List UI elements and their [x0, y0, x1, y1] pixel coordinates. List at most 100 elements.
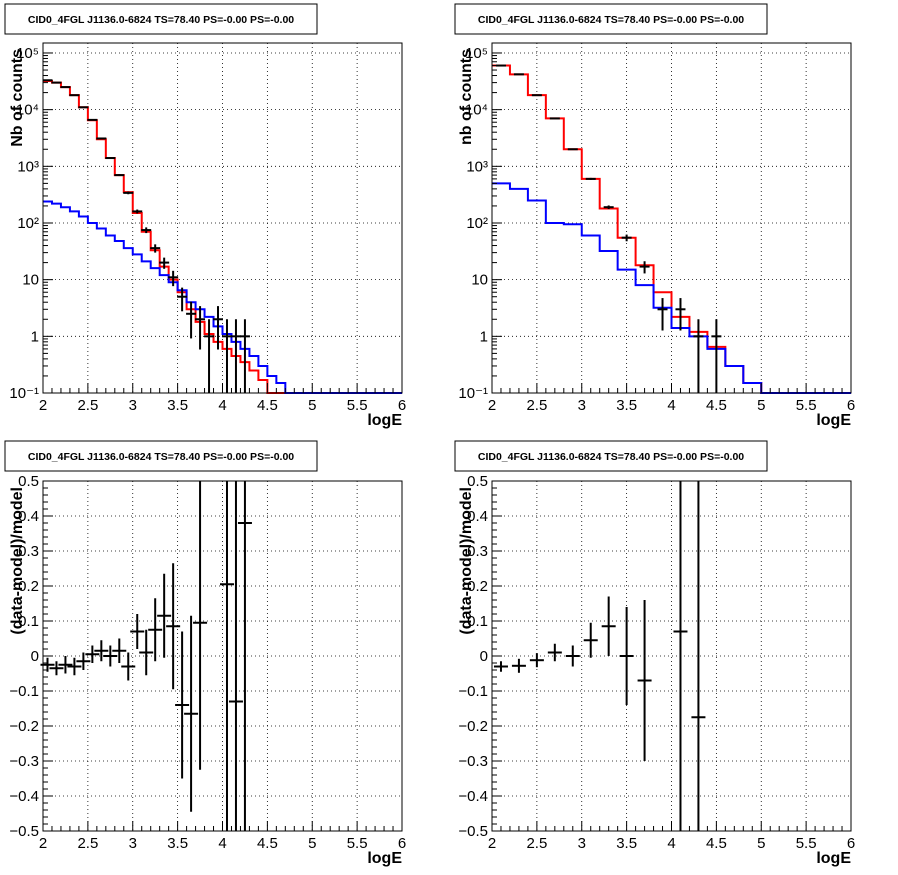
- data-point: [150, 244, 161, 253]
- data-point: [601, 596, 616, 656]
- y-tick-label: 0.2: [467, 578, 488, 595]
- chart-title: CID0_4FGL J1136.0-6824 TS=78.40 PS=-0.00…: [28, 451, 294, 463]
- data-point: [228, 481, 243, 831]
- data-point: [213, 306, 224, 350]
- y-tick-label: 10²: [17, 215, 39, 232]
- x-tick-label: 5.5: [347, 397, 368, 414]
- x-tick-label: 5: [757, 835, 765, 852]
- plot-area: [492, 481, 851, 831]
- x-tick-label: 6: [847, 397, 855, 414]
- y-tick-label: 0: [31, 648, 39, 665]
- x-tick-label: 4.5: [706, 835, 727, 852]
- x-tick-label: 6: [847, 835, 855, 852]
- data-point: [673, 481, 688, 831]
- x-axis-label: logE: [816, 412, 851, 429]
- data-point: [239, 319, 250, 393]
- data-point: [67, 657, 82, 676]
- data-point: [693, 319, 704, 393]
- y-tick-label: 0.4: [467, 508, 488, 525]
- data-point: [493, 661, 508, 672]
- y-tick-label: 0.4: [18, 508, 39, 525]
- x-tick-label: 5.5: [796, 397, 817, 414]
- data-point: [141, 227, 152, 234]
- x-tick-label: 4: [218, 835, 226, 852]
- y-tick-label: 10⁻¹: [9, 385, 39, 402]
- x-tick-label: 3.5: [167, 835, 188, 852]
- y-axis-label: (data-model)/model: [9, 487, 26, 635]
- chart-title: CID0_4FGL J1136.0-6824 TS=78.40 PS=-0.00…: [478, 14, 744, 26]
- y-tick-label: 0.3: [467, 543, 488, 560]
- y-tick-label: 10³: [466, 158, 488, 175]
- data-point: [637, 600, 652, 761]
- data-point: [603, 205, 614, 210]
- data-point: [87, 118, 98, 121]
- plot-area: [43, 481, 402, 831]
- y-tick-label: 0.1: [467, 613, 488, 630]
- y-tick-label: 10³: [17, 158, 39, 175]
- data-point: [529, 653, 544, 668]
- data-point: [230, 319, 241, 393]
- data-point: [76, 652, 91, 670]
- x-tick-label: 5.5: [347, 835, 368, 852]
- chart-title: CID0_4FGL J1136.0-6824 TS=78.40 PS=-0.00…: [28, 14, 294, 26]
- x-tick-label: 2: [488, 835, 496, 852]
- y-tick-label: −0.4: [9, 788, 39, 805]
- data-point: [675, 298, 686, 331]
- x-tick-label: 5: [308, 397, 316, 414]
- data-point: [547, 643, 562, 662]
- data-point: [177, 287, 188, 312]
- x-tick-label: 4.5: [257, 397, 278, 414]
- y-tick-label: 0.3: [18, 543, 39, 560]
- x-tick-label: 5: [757, 397, 765, 414]
- x-tick-label: 4.5: [257, 835, 278, 852]
- y-tick-label: 10: [22, 272, 39, 289]
- y-tick-label: 10⁻¹: [458, 385, 488, 402]
- x-tick-label: 2: [39, 835, 47, 852]
- x-tick-label: 3: [578, 397, 586, 414]
- y-tick-label: 0: [480, 648, 488, 665]
- x-tick-label: 4: [667, 397, 675, 414]
- data-point: [166, 563, 181, 690]
- x-tick-label: 3: [129, 397, 137, 414]
- y-tick-label: 1: [31, 328, 39, 345]
- x-tick-label: 5.5: [796, 835, 817, 852]
- data-point: [159, 257, 170, 269]
- data-point: [619, 607, 634, 705]
- y-tick-label: 10⁵: [16, 45, 39, 62]
- data-point: [123, 191, 134, 195]
- data-point: [511, 658, 526, 673]
- data-point: [157, 573, 172, 658]
- y-tick-label: 10⁴: [16, 102, 39, 119]
- x-tick-label: 2.5: [77, 835, 98, 852]
- data-point: [585, 177, 596, 180]
- plot-area: [492, 43, 851, 393]
- x-tick-label: 3.5: [167, 397, 188, 414]
- x-tick-label: 3.5: [616, 835, 637, 852]
- y-tick-label: 10²: [466, 215, 488, 232]
- data-point: [105, 157, 116, 160]
- title-box: [4, 440, 318, 472]
- y-tick-label: 0.5: [467, 473, 488, 490]
- data-point: [711, 319, 722, 393]
- chart-title: CID0_4FGL J1136.0-6824 TS=78.40 PS=-0.00…: [478, 451, 744, 463]
- data-point: [112, 638, 127, 663]
- y-tick-label: −0.3: [9, 753, 39, 770]
- data-point: [639, 261, 650, 274]
- x-tick-label: 2: [39, 397, 47, 414]
- data-point: [168, 270, 179, 287]
- y-axis-label: Nb of counts: [9, 49, 26, 147]
- y-tick-label: −0.5: [458, 823, 488, 840]
- y-axis-label: nb of counts: [458, 49, 475, 145]
- title-box: [4, 3, 318, 35]
- data-point: [583, 622, 598, 658]
- y-tick-label: −0.5: [9, 823, 39, 840]
- y-tick-label: 0.5: [18, 473, 39, 490]
- x-tick-label: 3: [578, 835, 586, 852]
- x-tick-label: 5: [308, 835, 316, 852]
- x-tick-label: 2.5: [77, 397, 98, 414]
- data-point: [85, 645, 100, 663]
- data-point: [139, 629, 154, 676]
- x-tick-label: 2.5: [526, 835, 547, 852]
- data-point: [132, 209, 143, 214]
